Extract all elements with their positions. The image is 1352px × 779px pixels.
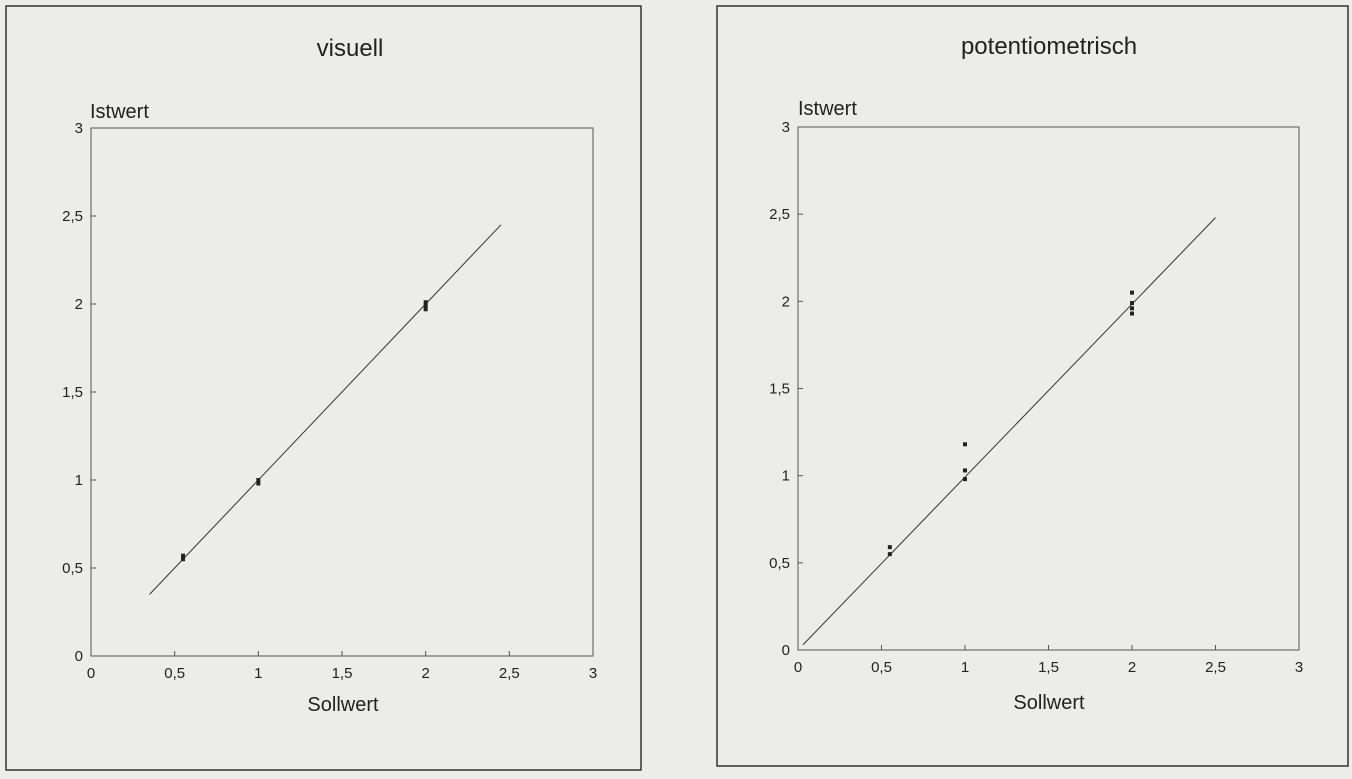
x-tick-label: 0	[794, 659, 802, 676]
data-points	[887, 290, 1134, 557]
chart-title: potentiometrisch	[961, 33, 1137, 60]
data-point	[963, 477, 967, 482]
y-tick-label: 2	[75, 296, 83, 313]
y-tick-label: 0	[75, 648, 83, 665]
x-tick-label: 1	[961, 659, 969, 676]
y-tick-label: 0	[782, 642, 790, 659]
x-tick-label: 1	[254, 665, 262, 682]
y-tick-label: 3	[782, 119, 790, 136]
panel-frame	[716, 5, 1349, 767]
data-point	[1130, 290, 1134, 295]
x-tick-label: 2	[1128, 659, 1136, 676]
data-point	[256, 481, 261, 486]
x-tick-label: 0,5	[871, 659, 892, 676]
axis-ticks: 0 0,5 1 1,5 2 2,5 3 0 0,5 1 1,5 2 2,5 3	[769, 119, 1303, 676]
y-tick-label: 1,5	[769, 381, 790, 398]
x-tick-label: 3	[589, 665, 597, 682]
data-point	[963, 442, 967, 447]
y-tick-label: 1,5	[62, 384, 83, 401]
x-tick-label: 2,5	[1205, 659, 1226, 676]
data-point	[423, 300, 428, 305]
data-point	[181, 557, 186, 562]
x-tick-label: 1,5	[1038, 659, 1059, 676]
y-tick-label: 1	[782, 468, 790, 485]
data-points	[181, 300, 428, 562]
x-tick-label: 0,5	[164, 665, 185, 682]
fit-line	[149, 224, 502, 595]
fit-line-group	[802, 217, 1216, 646]
chart-title: visuell	[317, 35, 384, 62]
data-point	[423, 307, 428, 312]
data-point	[887, 552, 892, 557]
fit-line-group	[149, 224, 502, 595]
data-point	[963, 468, 967, 473]
y-tick-label: 2	[782, 293, 790, 310]
y-tick-label: 0,5	[769, 555, 790, 572]
y-tick-label: 1	[75, 472, 83, 489]
x-tick-label: 2	[421, 665, 429, 682]
panel-visuell: visuell Istwert Sollwert 0 0,5 1 1,5 2 2,5 300…	[5, 5, 642, 771]
y-axis-label: Istwert	[798, 98, 857, 120]
data-point	[423, 303, 428, 308]
y-tick-label: 2,5	[62, 208, 83, 225]
data-point	[887, 545, 892, 550]
data-point	[1130, 306, 1134, 311]
data-point	[181, 553, 186, 558]
y-tick-label: 2,5	[769, 206, 790, 223]
data-point	[1130, 311, 1134, 316]
x-tick-label: 1,5	[332, 665, 353, 682]
x-tick-label: 2,5	[499, 665, 520, 682]
x-axis-label: Sollwert	[1013, 692, 1085, 714]
panel-frame	[5, 5, 642, 771]
panel-potentiometrisch: potentiometrisch Istwert Sollwert 0 0,5 1 1…	[716, 5, 1349, 767]
fit-line	[802, 217, 1216, 646]
x-tick-label: 0	[87, 665, 95, 682]
y-axis-label: Istwert	[90, 101, 149, 123]
y-tick-label: 3	[75, 120, 83, 137]
data-point	[1130, 301, 1134, 306]
x-axis-label: Sollwert	[307, 694, 379, 716]
axis-ticks: 0 0,5 1 1,5 2 2,5 3 0 0,5 1 1,5 2 2,5 3	[62, 120, 597, 682]
x-tick-label: 3	[1295, 659, 1303, 676]
y-tick-label: 0,5	[62, 560, 83, 577]
data-point	[256, 478, 261, 482]
